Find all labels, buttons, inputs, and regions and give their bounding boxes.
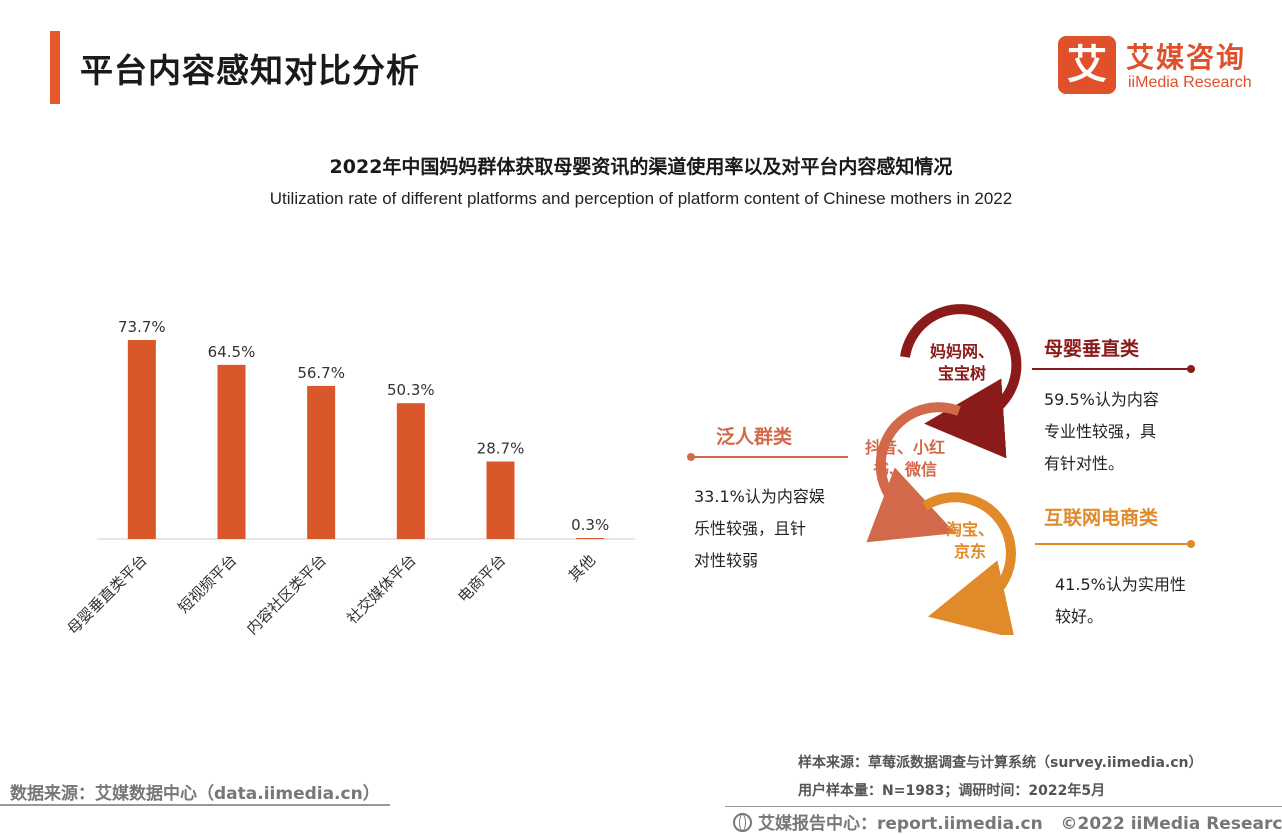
- chart-title-en: Utilization rate of different platforms …: [269, 189, 1013, 208]
- category-label-0: 母婴垂直类平台: [64, 551, 151, 638]
- logo-name-en: iiMedia Research: [1128, 74, 1252, 91]
- desc-general-2: 乐性较强，且针: [694, 519, 806, 538]
- data-source-divider: [0, 804, 390, 806]
- brand-logo: 艾 艾媒咨询 iiMedia Research: [1058, 36, 1273, 96]
- leader-dot-general: [687, 453, 695, 461]
- circle-text-vertical-1: 妈妈网、: [930, 342, 994, 361]
- bar-4: [486, 461, 515, 539]
- desc-vertical-3: 有针对性。: [1044, 454, 1124, 473]
- desc-general-3: 对性较弱: [694, 551, 758, 570]
- leader-dot-vertical: [1187, 365, 1195, 373]
- sample-source: 样本来源：草莓派数据调查与计算系统（survey.iimedia.cn）: [798, 755, 1203, 771]
- bar-value-label-1: 64.5%: [208, 343, 256, 361]
- desc-ecommerce-1: 41.5%认为实用性: [1055, 575, 1186, 594]
- category-label-3: 社交媒体平台: [343, 551, 419, 627]
- bar-1: [217, 364, 246, 539]
- desc-general-1: 33.1%认为内容娱: [694, 487, 825, 506]
- arc-vertical-platform: [900, 304, 1022, 459]
- bar-chart: 73.7% 母婴垂直类平台 64.5% 短视频平台 56.7% 内容社区类平台 50.3% 社…: [64, 320, 635, 638]
- bar-value-label-5: 0.3%: [571, 516, 609, 534]
- page-title: 平台内容感知对比分析: [80, 51, 420, 90]
- title-accent-bar: [50, 31, 60, 104]
- category-label-5: 其他: [565, 551, 599, 585]
- chart-title-cn: 2022年中国妈妈群体获取母婴资讯的渠道使用率以及对平台内容感知情况: [329, 156, 953, 178]
- category-general: 泛人群类: [716, 425, 792, 448]
- category-ecommerce: 互联网电商类: [1044, 506, 1158, 529]
- desc-vertical-1: 59.5%认为内容: [1044, 390, 1159, 409]
- logo-name-cn: 艾媒咨询: [1126, 41, 1247, 74]
- bar-value-label-4: 28.7%: [477, 440, 525, 458]
- arc-ecommerce-platform: [922, 492, 1016, 635]
- circle-text-ecommerce-1: 淘宝、: [946, 520, 994, 539]
- sample-size: 用户样本量：N=1983；调研时间：2022年5月: [798, 783, 1106, 799]
- data-source: 数据来源：艾媒数据中心（data.iimedia.cn）: [10, 784, 380, 804]
- bar-5: [576, 538, 605, 539]
- report-center-link[interactable]: 艾媒报告中心：report.iimedia.cn: [758, 814, 1043, 834]
- logo-mark-icon: 艾: [1058, 36, 1116, 94]
- circle-text-general-2: 书、微信: [873, 460, 937, 479]
- category-label-1: 短视频平台: [175, 551, 241, 617]
- leader-dot-ecommerce: [1187, 540, 1195, 548]
- footer-divider: [725, 806, 1282, 807]
- bar-value-label-0: 73.7%: [118, 320, 166, 336]
- globe-icon: [733, 813, 752, 832]
- bar-3: [396, 403, 425, 539]
- footer-bar: 艾媒报告中心：report.iimedia.cn ©2022 iiMedia R…: [733, 809, 1282, 834]
- circle-text-vertical-2: 宝宝树: [938, 364, 986, 383]
- bar-2: [307, 385, 336, 539]
- circle-text-ecommerce-2: 京东: [954, 542, 986, 561]
- category-vertical: 母婴垂直类: [1044, 337, 1139, 360]
- bar-value-label-3: 50.3%: [387, 381, 435, 399]
- desc-vertical-2: 专业性较强，具: [1044, 422, 1156, 441]
- bar-0: [127, 340, 156, 539]
- category-label-4: 电商平台: [454, 551, 509, 606]
- arc-general-platform: [866, 402, 961, 543]
- bar-value-label-2: 56.7%: [297, 364, 345, 382]
- category-label-2: 内容社区类平台: [243, 551, 330, 638]
- desc-ecommerce-2: 较好。: [1055, 607, 1103, 626]
- circle-text-general-1: 抖音、小红: [865, 438, 945, 457]
- copyright: ©2022 iiMedia Research Inc: [1060, 814, 1282, 834]
- perception-diagram: 妈妈网、 宝宝树 母婴垂直类 59.5%认为内容 专业性较强，具 有针对性。 抖…: [687, 304, 1195, 635]
